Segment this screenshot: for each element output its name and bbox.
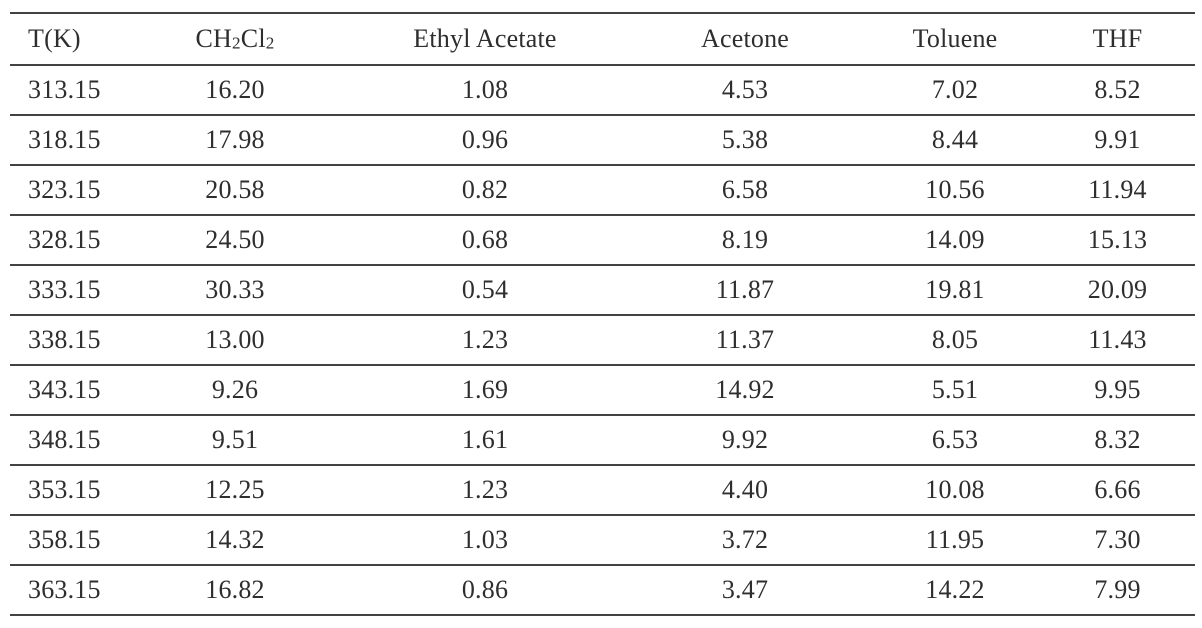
value-cell: 9.51 xyxy=(211,425,259,454)
value-cell: 16.82 xyxy=(205,575,265,604)
value-cell: 19.81 xyxy=(925,275,985,304)
value-cell: 8.44 xyxy=(931,125,979,154)
temperature-cell: 323.15 xyxy=(28,175,101,204)
header-row: T(K) CH2Cl2 Ethyl Acetate Acetone Toluen… xyxy=(10,13,1195,65)
value-cell: 1.23 xyxy=(461,325,509,354)
value-cell: 8.32 xyxy=(1094,425,1141,454)
formula-base: Cl xyxy=(240,24,266,53)
value-cell: 14.32 xyxy=(205,525,265,554)
value-cell: 13.00 xyxy=(205,325,265,354)
value-cell: 7.30 xyxy=(1094,525,1141,554)
temperature-cell: 313.15 xyxy=(28,75,101,104)
temperature-cell: 348.15 xyxy=(28,425,101,454)
table-row: 333.15 30.33 0.54 11.87 19.81 20.09 xyxy=(10,265,1195,315)
value-cell: 11.43 xyxy=(1088,325,1147,354)
value-cell: 15.13 xyxy=(1087,225,1148,254)
temperature-cell: 328.15 xyxy=(28,225,101,254)
table-row: 358.15 14.32 1.03 3.72 11.95 7.30 xyxy=(10,515,1195,565)
value-cell: 5.51 xyxy=(931,375,979,404)
temperature-cell: 363.15 xyxy=(28,575,101,604)
value-cell: 16.20 xyxy=(205,75,265,104)
value-cell: 8.52 xyxy=(1094,75,1141,104)
value-cell: 8.05 xyxy=(931,325,979,354)
table-row: 338.15 13.00 1.23 11.37 8.05 11.43 xyxy=(10,315,1195,365)
temperature-cell: 343.15 xyxy=(28,375,101,404)
value-cell: 12.25 xyxy=(205,475,265,504)
value-cell: 11.87 xyxy=(715,275,775,304)
value-cell: 0.86 xyxy=(461,575,509,604)
value-cell: 11.95 xyxy=(925,525,985,554)
formula-subscript: 2 xyxy=(265,33,275,53)
value-cell: 0.68 xyxy=(461,225,509,254)
column-header-thf: THF xyxy=(1092,24,1143,53)
value-cell: 0.96 xyxy=(461,125,509,154)
table-header: T(K) CH2Cl2 Ethyl Acetate Acetone Toluen… xyxy=(10,13,1195,65)
value-cell: 7.02 xyxy=(931,75,979,104)
value-cell: 5.38 xyxy=(721,125,769,154)
value-cell: 3.72 xyxy=(721,525,769,554)
value-cell: 0.82 xyxy=(461,175,509,204)
value-cell: 14.92 xyxy=(715,375,775,404)
table-row: 323.15 20.58 0.82 6.58 10.56 11.94 xyxy=(10,165,1195,215)
value-cell: 24.50 xyxy=(205,225,265,254)
value-cell: 6.66 xyxy=(1094,475,1141,504)
value-cell: 9.91 xyxy=(1094,125,1141,154)
value-cell: 20.09 xyxy=(1087,275,1148,304)
column-header-ethyl-acetate: Ethyl Acetate xyxy=(413,24,557,53)
table-row: 328.15 24.50 0.68 8.19 14.09 15.13 xyxy=(10,215,1195,265)
table-row: 348.15 9.51 1.61 9.92 6.53 8.32 xyxy=(10,415,1195,465)
table-row: 343.15 9.26 1.69 14.92 5.51 9.95 xyxy=(10,365,1195,415)
value-cell: 9.26 xyxy=(211,375,259,404)
value-cell: 9.92 xyxy=(721,425,769,454)
value-cell: 30.33 xyxy=(205,275,265,304)
value-cell: 1.03 xyxy=(461,525,509,554)
value-cell: 4.53 xyxy=(721,75,769,104)
temperature-cell: 318.15 xyxy=(28,125,101,154)
column-header-ch2cl2: CH2Cl2 xyxy=(120,13,350,65)
value-cell: 1.69 xyxy=(461,375,509,404)
temperature-cell: 338.15 xyxy=(28,325,101,354)
temperature-cell: 358.15 xyxy=(28,525,101,554)
value-cell: 9.95 xyxy=(1094,375,1141,404)
value-cell: 20.58 xyxy=(205,175,265,204)
value-cell: 1.61 xyxy=(461,425,509,454)
table-row: 318.15 17.98 0.96 5.38 8.44 9.91 xyxy=(10,115,1195,165)
value-cell: 8.19 xyxy=(721,225,769,254)
table-body: 313.15 16.20 1.08 4.53 7.02 8.52 318.15 17.98 0.… xyxy=(10,65,1195,615)
temperature-cell: 353.15 xyxy=(28,475,101,504)
table-row: 353.15 12.25 1.23 4.40 10.08 6.66 xyxy=(10,465,1195,515)
value-cell: 6.58 xyxy=(721,175,769,204)
value-cell: 6.53 xyxy=(931,425,979,454)
value-cell: 10.08 xyxy=(925,475,985,504)
value-cell: 11.37 xyxy=(715,325,775,354)
temperature-cell: 333.15 xyxy=(28,275,101,304)
formula-subscript: 2 xyxy=(232,33,241,53)
column-header-acetone: Acetone xyxy=(700,24,790,53)
value-cell: 1.08 xyxy=(461,75,509,104)
solubility-data-table: T(K) CH2Cl2 Ethyl Acetate Acetone Toluen… xyxy=(10,12,1195,616)
table-row: 313.15 16.20 1.08 4.53 7.02 8.52 xyxy=(10,65,1195,115)
table-row: 363.15 16.82 0.86 3.47 14.22 7.99 xyxy=(10,565,1195,615)
value-cell: 0.54 xyxy=(461,275,509,304)
value-cell: 4.40 xyxy=(721,475,769,504)
value-cell: 11.94 xyxy=(1088,175,1147,204)
formula-base: CH xyxy=(195,24,232,53)
value-cell: 7.99 xyxy=(1094,575,1141,604)
column-header-temperature: T(K) xyxy=(28,24,81,53)
value-cell: 14.22 xyxy=(925,575,985,604)
column-header-toluene: Toluene xyxy=(912,24,998,53)
value-cell: 3.47 xyxy=(721,575,769,604)
value-cell: 1.23 xyxy=(461,475,509,504)
value-cell: 14.09 xyxy=(925,225,985,254)
value-cell: 10.56 xyxy=(925,175,985,204)
value-cell: 17.98 xyxy=(205,125,265,154)
